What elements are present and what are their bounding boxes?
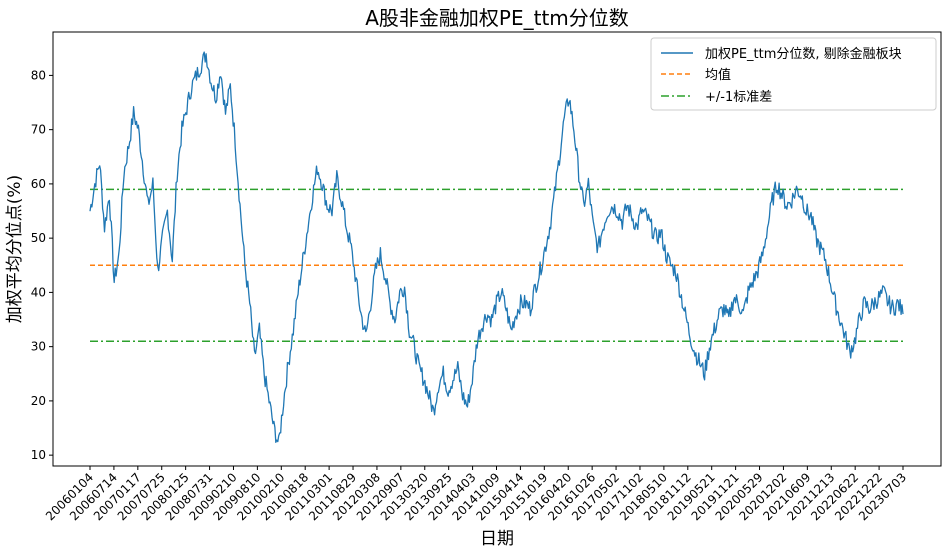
y-axis-ticks: 10 20 30 40 50 60 70 80 bbox=[31, 68, 53, 462]
chart-title: A股非金融加权PE_ttm分位数 bbox=[365, 6, 629, 30]
legend-label-mean: 均值 bbox=[705, 67, 731, 83]
legend: 加权PE_ttm分位数, 剔除金融板块 均值 +/-1标准差 bbox=[650, 37, 937, 111]
series-layer bbox=[89, 51, 904, 443]
y-tick-label: 70 bbox=[31, 123, 46, 137]
y-tick-label: 40 bbox=[31, 285, 46, 299]
reference-lines bbox=[90, 188, 903, 342]
y-tick-label: 20 bbox=[31, 394, 46, 408]
y-tick-label: 80 bbox=[31, 68, 46, 82]
y-axis-title: 加权平均分位点(%) bbox=[5, 175, 25, 323]
y-tick-label: 10 bbox=[31, 448, 46, 462]
y-tick-label: 50 bbox=[31, 231, 46, 245]
y-tick-label: 30 bbox=[31, 340, 46, 354]
legend-frame bbox=[650, 37, 937, 111]
legend-label-series: 加权PE_ttm分位数, 剔除金融板块 bbox=[705, 46, 902, 62]
x-axis-title: 日期 bbox=[480, 529, 514, 549]
y-tick-label: 60 bbox=[31, 177, 46, 191]
series-line-pe-percentile bbox=[89, 51, 904, 443]
legend-label-std: +/-1标准差 bbox=[705, 90, 772, 105]
